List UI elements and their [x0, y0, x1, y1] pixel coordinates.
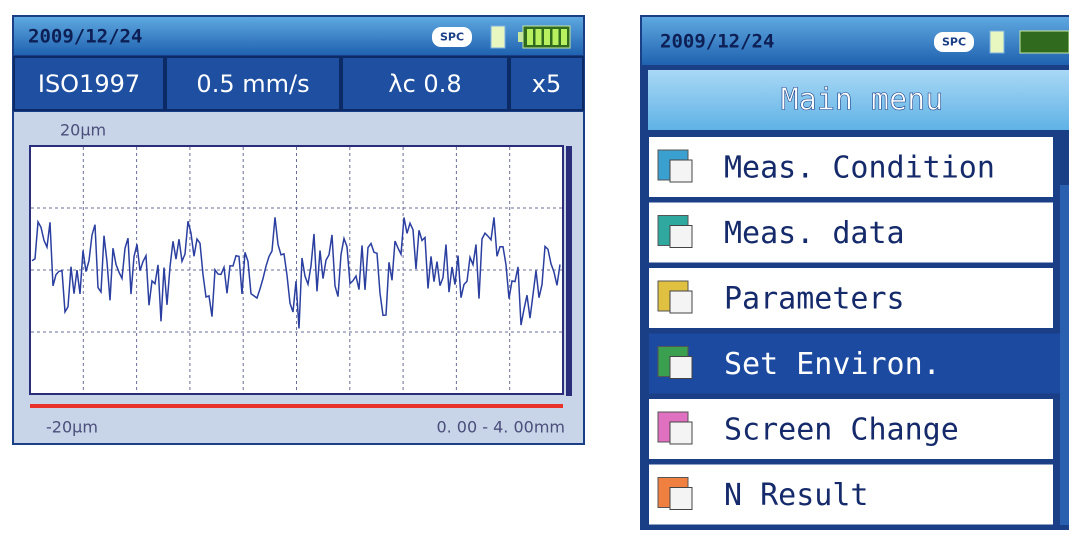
top-label: 20µm	[60, 121, 106, 140]
spc-badge: SPC	[440, 31, 464, 44]
menu-item-label: Screen Change	[724, 413, 959, 448]
menu-icon-inner	[670, 291, 692, 313]
battery-icon	[1020, 31, 1069, 53]
left-screen: 2009/12/24 SPC ISO1997 0.5 mm/s λc 0.8 x5 2…	[12, 15, 585, 445]
battery-cell	[561, 29, 567, 45]
screens: 2009/12/24 SPC ISO1997 0.5 mm/s λc 0.8 x5 2…	[0, 0, 1069, 530]
date: 2009/12/24	[28, 26, 142, 48]
setting-value: x5	[532, 70, 561, 98]
bottom-label: -20µm	[46, 418, 98, 437]
battery-cells	[527, 29, 567, 45]
battery-tip	[518, 32, 523, 42]
menu-item-label: Meas. Condition	[724, 151, 995, 186]
menu-item-label: Parameters	[724, 282, 905, 317]
setting-value: 0.5 mm/s	[196, 70, 309, 98]
battery-cell	[536, 29, 542, 45]
menu-icon-inner	[670, 226, 692, 248]
menu-icon-inner	[670, 422, 692, 444]
menu-item-label: Set Environ.	[724, 347, 941, 382]
battery-cell	[544, 29, 550, 45]
menu-icon-inner	[670, 160, 692, 182]
menu-item-label: N Result	[724, 478, 869, 513]
setting-value: ISO1997	[38, 70, 140, 98]
page: 2009/12/24 SPC ISO1997 0.5 mm/s λc 0.8 x5 2…	[0, 0, 1069, 530]
date: 2009/12/24	[660, 31, 774, 53]
menu-icon-inner	[670, 488, 692, 510]
right-screen: 2009/12/24 SPC Main menu Meas. Condition…	[640, 15, 1069, 530]
setting-value: λc 0.8	[388, 70, 461, 98]
scroll-bar	[566, 146, 572, 396]
sd-icon	[990, 31, 1004, 53]
menu-icon-inner	[670, 357, 692, 379]
menu-title: Main menu	[781, 83, 944, 118]
menu-scrollbar	[1060, 185, 1069, 525]
menu-item-label: Meas. data	[724, 216, 905, 251]
settings-row: ISO1997 0.5 mm/s λc 0.8 x5	[14, 57, 583, 110]
battery-cell	[553, 29, 559, 45]
spc-badge: SPC	[942, 36, 966, 49]
sd-icon	[491, 26, 505, 48]
range-label: 0. 00 - 4. 00mm	[436, 418, 565, 437]
battery-cell	[527, 29, 533, 45]
